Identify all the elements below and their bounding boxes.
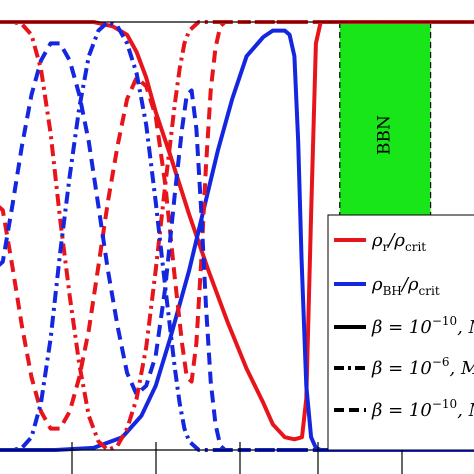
series-line-black-holes-solid (0, 28, 474, 452)
legend-label-4: β = 10−10, M (371, 397, 474, 421)
legend-label-2: β = 10−10, M (371, 314, 474, 338)
series-line-black-holes-dashed (0, 41, 474, 452)
series-line-radiation-dashed (0, 20, 474, 431)
legend-label-3: β = 10−6, M (371, 355, 474, 379)
legend: ρr/ρcrit ρBH/ρcrit β = 10−10, M β = 10−6, M… (327, 214, 474, 451)
series-line-radiation-dashdot (0, 20, 474, 452)
series-line-radiation-solid (0, 20, 474, 442)
series-layer (0, 20, 474, 452)
series-line-black-holes-dashdot (0, 20, 474, 452)
bbn-label: BBN (375, 115, 395, 155)
legend-label-0: ρr/ρcrit (371, 230, 426, 254)
legend-label-1: ρBH/ρcrit (371, 274, 440, 298)
